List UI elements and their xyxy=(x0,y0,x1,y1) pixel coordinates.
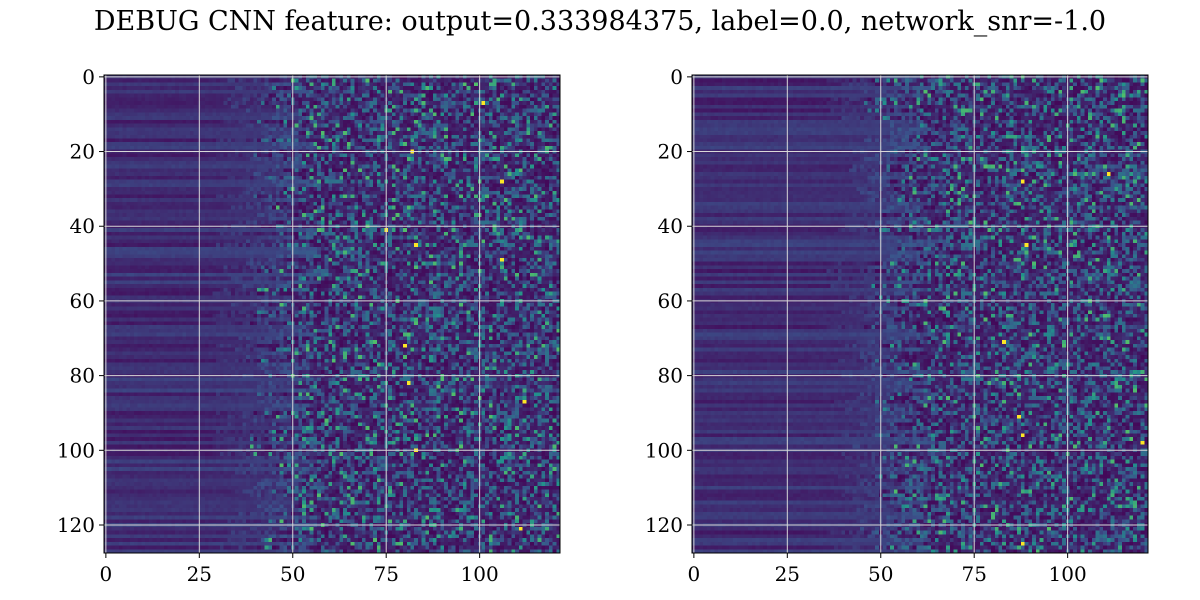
heatmap-cells xyxy=(692,75,1148,553)
y-tick-label: 100 xyxy=(645,438,683,462)
x-tick-label: 25 xyxy=(775,562,800,586)
x-tick-label: 0 xyxy=(100,562,113,586)
y-tick-label: 60 xyxy=(658,289,683,313)
x-tick-label: 75 xyxy=(961,562,986,586)
x-tick-label: 0 xyxy=(688,562,701,586)
x-tick-label: 100 xyxy=(1049,562,1087,586)
figure-title: DEBUG CNN feature: output=0.333984375, l… xyxy=(93,6,1107,37)
heatmap-panel-left: 0 25 50 75 100 0 20 40 60 80 100 120 xyxy=(57,65,561,586)
y-tick-label: 20 xyxy=(70,140,95,164)
x-tick-label: 100 xyxy=(461,562,499,586)
y-tick-label: 40 xyxy=(658,214,683,238)
axes-frame xyxy=(691,74,1149,554)
y-tick-label: 100 xyxy=(57,438,95,462)
heatmap-panel-right: 0 25 50 75 100 0 20 40 60 80 100 120 xyxy=(645,65,1149,586)
y-tick-label: 80 xyxy=(658,364,683,388)
y-tick-label: 120 xyxy=(57,513,95,537)
heatmap-cells xyxy=(104,75,560,553)
x-tick-label: 50 xyxy=(868,562,893,586)
y-tick-label: 0 xyxy=(82,65,95,89)
y-tick-label: 60 xyxy=(70,289,95,313)
x-tick-label: 50 xyxy=(280,562,305,586)
x-tick-label: 75 xyxy=(373,562,398,586)
x-tick-label: 25 xyxy=(187,562,212,586)
axes-frame xyxy=(103,74,561,554)
y-tick-label: 120 xyxy=(645,513,683,537)
y-tick-label: 20 xyxy=(658,140,683,164)
y-tick-label: 40 xyxy=(70,214,95,238)
y-tick-label: 0 xyxy=(670,65,683,89)
y-tick-label: 80 xyxy=(70,364,95,388)
